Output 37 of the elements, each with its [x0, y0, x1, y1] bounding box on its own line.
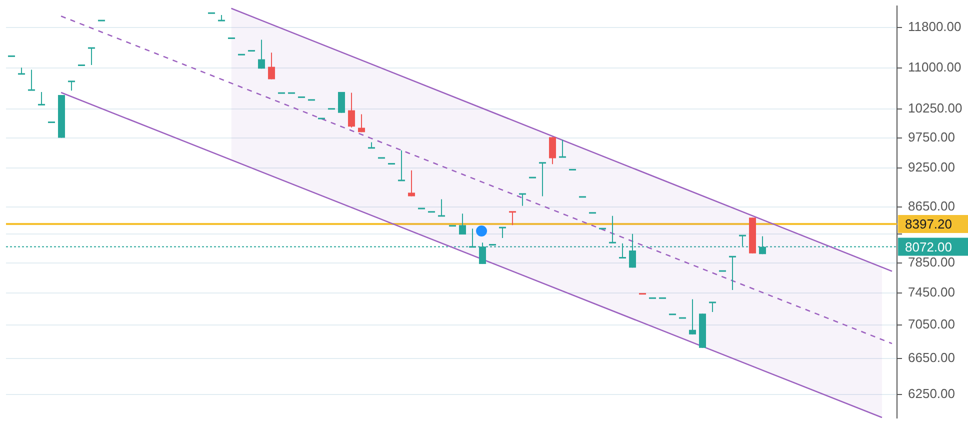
candlestick — [268, 52, 275, 80]
candlestick — [509, 211, 516, 226]
y-tick-label: 11000.00 — [908, 60, 962, 75]
candlestick — [38, 91, 45, 106]
y-tick-label: 7450.00 — [908, 284, 955, 300]
y-tick-label: 8650.00 — [908, 198, 955, 214]
y-tick-label: 7850.00 — [908, 254, 955, 270]
candlestick — [258, 39, 265, 70]
candlestick — [689, 298, 696, 335]
candlestick — [358, 114, 365, 133]
candlestick — [348, 92, 355, 128]
y-tick-label: 6650.00 — [908, 350, 955, 366]
y-tick-label: 7050.00 — [908, 316, 955, 332]
candlestick — [559, 139, 566, 158]
candlestick — [68, 80, 75, 92]
candlestick — [338, 91, 345, 114]
candlestick — [88, 47, 95, 66]
candlestick — [438, 198, 445, 217]
y-tick-label: 6250.00 — [908, 386, 955, 402]
ref-line-label: 8072.00 — [905, 239, 952, 254]
y-tick-label: 10250.00 — [908, 100, 962, 116]
candlestick — [729, 256, 736, 290]
candlestick — [459, 213, 466, 236]
candlestick — [539, 162, 546, 197]
candlestick — [398, 150, 405, 182]
candlestick — [218, 14, 225, 22]
candlestick — [499, 226, 506, 239]
y-tick-label: 9250.00 — [908, 160, 955, 175]
ref-line-label: 8397.20 — [905, 216, 952, 232]
candlestick — [549, 136, 556, 165]
candlestick — [709, 302, 716, 312]
y-tick-label: 9750.00 — [908, 129, 955, 144]
candlestick — [28, 69, 35, 91]
candlestick — [609, 215, 616, 244]
candlestick — [408, 170, 415, 197]
y-tick-label: 11800.00 — [908, 19, 962, 34]
candlestick — [519, 193, 526, 206]
